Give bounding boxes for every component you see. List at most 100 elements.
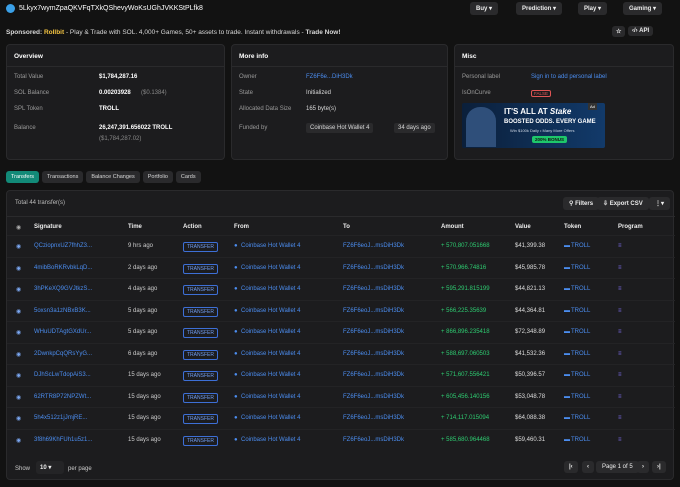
cell: $44,364.81 [515, 307, 546, 314]
cell[interactable]: 5h4x512z1jJmjRE... [34, 415, 88, 421]
cell[interactable]: FZ6F6eoJ...msDiH3Dk [343, 393, 405, 400]
cell[interactable]: TROLL [571, 415, 591, 421]
cell[interactable]: FZ6F6eoJ...msDiH3Dk [343, 329, 405, 335]
cell-icon: ● [234, 243, 238, 249]
cell[interactable]: Coinbase Hot Wallet 4 [241, 372, 301, 378]
cell[interactable]: FZ6F6eoJ...msDiH3Dk [343, 286, 405, 292]
card-divider [455, 66, 673, 67]
view-icon[interactable]: ◉ [16, 265, 22, 272]
cell-icon: ● [234, 286, 238, 292]
ad-banner[interactable]: IT'S ALL AT Stake BOOSTED ODDS. EVERY GA… [462, 103, 605, 148]
cell-icon: ▬ [564, 415, 570, 421]
cell[interactable]: Coinbase Hot Wallet 4 [241, 329, 301, 335]
view-icon[interactable]: ◉ [16, 244, 22, 250]
column-header: To [343, 224, 350, 230]
cell[interactable]: Coinbase Hot Wallet 4 [241, 264, 301, 271]
ad-line2: Win $100k Daily • Many More Offers [510, 128, 575, 133]
cell[interactable]: 3f8h69KhFUh1u5z1... [34, 436, 93, 443]
view-icon[interactable]: ◉ [16, 351, 22, 358]
ad-person [466, 107, 496, 147]
field-value: 165 byte(s) [306, 106, 337, 112]
pager-show: Show [15, 466, 31, 472]
tab[interactable]: Transactions [42, 171, 84, 183]
tab[interactable]: Balance Changes [86, 171, 140, 183]
cell[interactable]: TROLL [571, 393, 591, 400]
next-page[interactable]: › [637, 461, 649, 473]
prev-page[interactable]: ‹ [582, 461, 594, 473]
cell-icon: ▬ [564, 436, 570, 443]
api-button[interactable]: ‹/› API [628, 26, 654, 36]
cell[interactable]: TROLL [571, 436, 591, 443]
tab[interactable]: Transfers [6, 171, 40, 183]
field-label: Funded by [239, 125, 268, 131]
view-icon[interactable]: ◉ [16, 308, 22, 315]
cell[interactable]: WHuUDTAgtGXdUr... [34, 329, 92, 335]
cell-icon: ▬ [564, 350, 570, 357]
cell[interactable]: QCziopnxUZ7fhhZ3... [34, 243, 93, 249]
cell[interactable]: TROLL [571, 264, 591, 271]
cell[interactable]: TROLL [571, 329, 591, 335]
cell[interactable]: Coinbase Hot Wallet 4 [241, 393, 301, 400]
menu-button[interactable]: Play ▾ [578, 2, 608, 15]
cell[interactable]: 3hPKeXQ9GVJtkzS... [34, 286, 93, 292]
cell[interactable]: TROLL [571, 307, 591, 314]
view-icon[interactable]: ◉ [16, 416, 22, 422]
cell[interactable]: FZ6F6eoJ...msDiH3Dk [343, 243, 405, 249]
cell[interactable]: TROLL [571, 286, 591, 292]
first-page[interactable]: |‹ [564, 461, 578, 473]
cell[interactable]: 4mibBoRKRvbkLqD... [34, 264, 93, 271]
tab[interactable]: Cards [175, 171, 201, 183]
field-label: Total Value [14, 74, 44, 80]
cell[interactable]: DJhScLwTdopAiS3... [34, 372, 91, 378]
view-icon[interactable]: ◉ [16, 330, 22, 336]
columns-button[interactable]: ⋮▾ [649, 197, 671, 210]
menu-label: Buy [476, 6, 488, 12]
field-label: Balance [14, 125, 36, 131]
cell: TRANSFER [183, 285, 218, 295]
cell[interactable]: Coinbase Hot Wallet 4 [241, 307, 301, 314]
cell: 2 days ago [128, 264, 158, 271]
cell[interactable]: Coinbase Hot Wallet 4 [241, 286, 301, 292]
cell[interactable]: Coinbase Hot Wallet 4 [241, 436, 301, 443]
cell: + 866,896.235418 [441, 329, 490, 335]
view-icon[interactable]: ◉ [16, 373, 22, 379]
sponsor-cta[interactable]: Trade Now! [305, 29, 341, 36]
star-button[interactable]: ☆ [612, 26, 626, 37]
cell[interactable]: 5oxsn3a1zNBxB3K... [34, 307, 91, 314]
page-size[interactable]: 10 ▾ [36, 461, 64, 474]
cell[interactable]: Coinbase Hot Wallet 4 [241, 415, 301, 421]
cell: TRANSFER [183, 263, 218, 274]
cell[interactable]: 2DwnkpCqQRsYyG... [34, 350, 93, 357]
export-button[interactable]: ⇩ Export CSV [597, 197, 649, 210]
cell[interactable]: FZ6F6eoJ...msDiH3Dk [343, 307, 405, 314]
cell[interactable]: TROLL [571, 350, 591, 357]
sponsor-brand[interactable]: Rollbit [43, 29, 65, 36]
sponsor-text: - Play & Trade with SOL. 4,000+ Games, 5… [64, 29, 306, 36]
field-label: IsOnCurve [462, 90, 491, 96]
last-page[interactable]: ›| [652, 461, 666, 473]
menu-button[interactable]: Gaming ▾ [623, 2, 663, 15]
view-icon[interactable]: ◉ [16, 287, 22, 293]
cell[interactable]: TROLL [571, 372, 591, 378]
cell[interactable]: Coinbase Hot Wallet 4 [241, 243, 301, 249]
filters-button[interactable]: ⚲ Filters [563, 197, 600, 210]
cell[interactable]: TROLL [571, 243, 591, 249]
tab[interactable]: Portfolio [142, 171, 173, 183]
cell[interactable]: FZ6F6eoJ...msDiH3Dk [343, 372, 405, 378]
cell[interactable]: Coinbase Hot Wallet 4 [241, 350, 301, 357]
field-sub: ($0.1384) [141, 90, 167, 96]
card-title: Misc [462, 53, 477, 60]
menu-button[interactable]: Prediction ▾ [516, 2, 563, 15]
row-divider [7, 385, 675, 387]
view-icon[interactable]: ◉ [16, 437, 22, 444]
cell[interactable]: FZ6F6eoJ...msDiH3Dk [343, 436, 405, 443]
cell[interactable]: FZ6F6eoJ...msDiH3Dk [343, 415, 405, 421]
row-divider [7, 364, 675, 365]
cell[interactable]: 62RTR8P72NPZWt... [34, 393, 92, 400]
cell[interactable]: FZ6F6eoJ...msDiH3Dk [343, 264, 405, 271]
cell[interactable]: FZ6F6eoJ...msDiH3Dk [343, 350, 405, 357]
view-icon[interactable]: ◉ [16, 394, 22, 401]
cell: 4 days ago [128, 286, 158, 292]
total: Total 44 transfer(s) [15, 200, 66, 206]
menu-button[interactable]: Buy ▾ [470, 2, 499, 15]
